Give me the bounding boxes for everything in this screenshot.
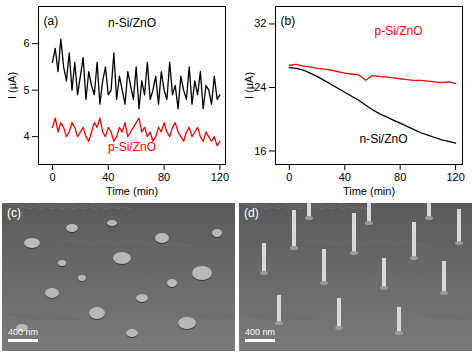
svg-text:0: 0 xyxy=(286,171,292,183)
svg-text:400 nm: 400 nm xyxy=(245,327,275,337)
svg-text:(d): (d) xyxy=(244,206,259,220)
svg-text:I (μA): I (μA) xyxy=(6,72,18,99)
svg-text:400 nm: 400 nm xyxy=(8,327,38,337)
svg-text:p-Si/ZnO: p-Si/ZnO xyxy=(108,140,156,154)
svg-text:120: 120 xyxy=(211,171,229,183)
svg-text:Time (min): Time (min) xyxy=(106,185,158,197)
svg-text:40: 40 xyxy=(339,171,351,183)
svg-text:0: 0 xyxy=(49,171,55,183)
svg-text:16: 16 xyxy=(254,145,266,157)
svg-text:80: 80 xyxy=(158,171,170,183)
svg-text:6: 6 xyxy=(23,37,29,49)
svg-text:n-Si/ZnO: n-Si/ZnO xyxy=(359,132,407,146)
svg-text:p-Si/ZnO: p-Si/ZnO xyxy=(374,24,422,38)
svg-text:80: 80 xyxy=(394,171,406,183)
svg-text:(a): (a) xyxy=(44,14,59,28)
svg-text:I (μA): I (μA) xyxy=(243,72,255,99)
svg-text:120: 120 xyxy=(446,171,464,183)
svg-text:24: 24 xyxy=(254,81,266,93)
svg-text:32: 32 xyxy=(254,17,266,29)
svg-text:(c): (c) xyxy=(7,206,21,220)
svg-text:4: 4 xyxy=(23,130,29,142)
svg-text:(b): (b) xyxy=(281,14,296,28)
svg-text:40: 40 xyxy=(102,171,114,183)
svg-text:n-Si/ZnO: n-Si/ZnO xyxy=(108,16,156,30)
svg-text:Time (min): Time (min) xyxy=(343,185,395,197)
svg-text:5: 5 xyxy=(23,84,29,96)
